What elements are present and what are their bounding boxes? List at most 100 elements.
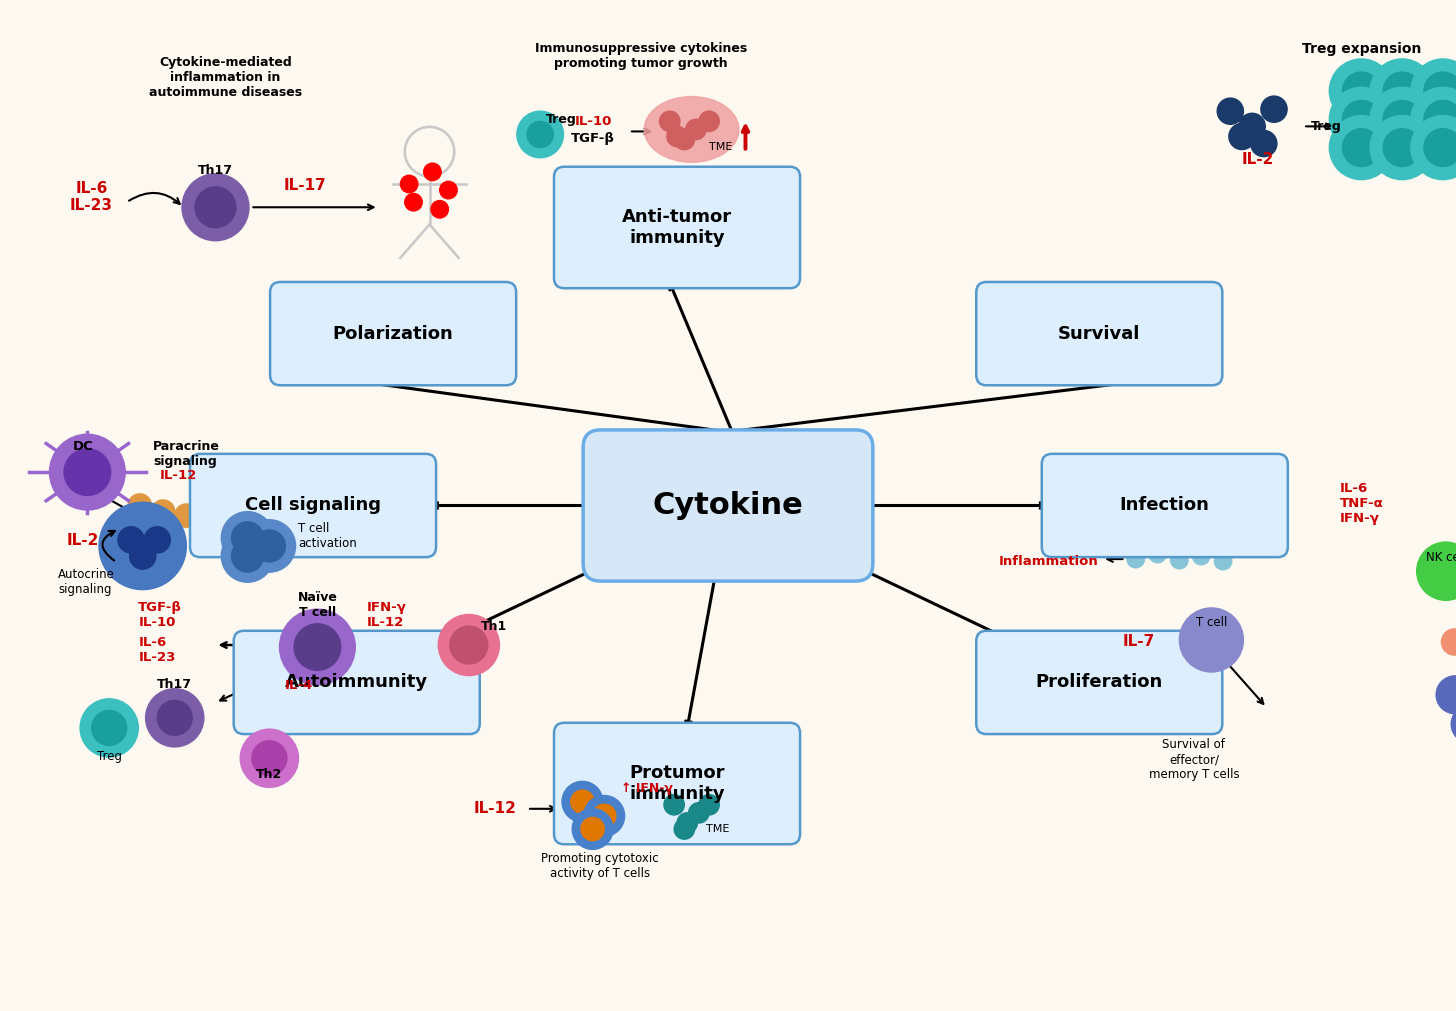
Circle shape xyxy=(1370,59,1434,123)
Text: IL-7: IL-7 xyxy=(1123,635,1155,649)
Circle shape xyxy=(232,522,264,554)
Circle shape xyxy=(50,435,125,510)
Text: Promoting cytotoxic
activity of T cells: Promoting cytotoxic activity of T cells xyxy=(542,852,658,881)
FancyBboxPatch shape xyxy=(233,631,480,734)
Circle shape xyxy=(92,711,127,745)
Circle shape xyxy=(664,795,684,815)
Circle shape xyxy=(677,813,697,833)
Text: Naïve
T cell: Naïve T cell xyxy=(297,590,338,619)
Circle shape xyxy=(1217,98,1243,124)
Text: Th2: Th2 xyxy=(256,768,282,782)
FancyBboxPatch shape xyxy=(584,430,874,581)
Circle shape xyxy=(1411,115,1456,180)
Circle shape xyxy=(130,543,156,569)
Circle shape xyxy=(689,803,709,823)
Text: IL-2: IL-2 xyxy=(1242,153,1274,167)
Ellipse shape xyxy=(644,97,740,162)
Text: IL-2: IL-2 xyxy=(67,534,99,548)
Circle shape xyxy=(221,512,274,564)
Circle shape xyxy=(562,782,603,822)
Circle shape xyxy=(175,503,198,528)
Circle shape xyxy=(144,527,170,553)
Circle shape xyxy=(1383,100,1421,139)
Circle shape xyxy=(517,111,563,158)
Text: IL-6
IL-23: IL-6 IL-23 xyxy=(138,636,176,664)
Circle shape xyxy=(198,507,221,531)
Text: Treg: Treg xyxy=(546,113,577,125)
Circle shape xyxy=(118,527,144,553)
Ellipse shape xyxy=(651,780,741,843)
Circle shape xyxy=(1179,608,1243,672)
FancyBboxPatch shape xyxy=(555,723,801,844)
Circle shape xyxy=(440,181,457,199)
Circle shape xyxy=(1441,629,1456,655)
Circle shape xyxy=(243,520,296,572)
Circle shape xyxy=(1239,113,1265,140)
Circle shape xyxy=(1251,130,1277,157)
Circle shape xyxy=(699,795,719,815)
Circle shape xyxy=(99,502,186,589)
Circle shape xyxy=(1329,87,1393,152)
Text: IL-12: IL-12 xyxy=(473,802,517,816)
Text: IL-12: IL-12 xyxy=(160,469,198,481)
Text: Anti-tumor
immunity: Anti-tumor immunity xyxy=(622,208,732,247)
Circle shape xyxy=(1342,100,1380,139)
FancyBboxPatch shape xyxy=(976,282,1223,385)
Circle shape xyxy=(1214,552,1232,570)
Circle shape xyxy=(400,175,418,193)
Circle shape xyxy=(195,187,236,227)
Text: ↑ IFN-γ: ↑ IFN-γ xyxy=(620,783,673,795)
Text: Autocrine
signaling: Autocrine signaling xyxy=(58,568,115,596)
Circle shape xyxy=(1411,87,1456,152)
Circle shape xyxy=(424,163,441,181)
Text: Treg expansion: Treg expansion xyxy=(1302,42,1421,57)
Text: T cell: T cell xyxy=(1195,616,1227,629)
Text: Cytokine: Cytokine xyxy=(652,491,804,520)
Circle shape xyxy=(581,817,604,841)
Circle shape xyxy=(280,610,355,684)
Circle shape xyxy=(584,796,625,836)
Circle shape xyxy=(157,701,192,735)
Text: Cytokine-mediated
inflammation in
autoimmune diseases: Cytokine-mediated inflammation in autoim… xyxy=(149,56,303,99)
Text: Polarization: Polarization xyxy=(333,325,453,343)
FancyBboxPatch shape xyxy=(271,282,517,385)
FancyBboxPatch shape xyxy=(555,167,801,288)
Circle shape xyxy=(1329,59,1393,123)
Circle shape xyxy=(182,174,249,241)
Text: Th1: Th1 xyxy=(480,621,507,633)
Circle shape xyxy=(1383,128,1421,167)
Circle shape xyxy=(1424,100,1456,139)
Circle shape xyxy=(1370,115,1434,180)
Circle shape xyxy=(438,615,499,675)
Text: IL-10: IL-10 xyxy=(575,115,613,127)
Text: Treg: Treg xyxy=(1310,120,1341,132)
Text: Cell signaling: Cell signaling xyxy=(245,496,381,515)
Circle shape xyxy=(1342,128,1380,167)
Circle shape xyxy=(1229,123,1255,150)
Circle shape xyxy=(252,741,287,775)
Circle shape xyxy=(1417,542,1456,601)
Circle shape xyxy=(128,493,151,518)
Circle shape xyxy=(1383,72,1421,110)
Circle shape xyxy=(1171,551,1188,569)
Text: Proliferation: Proliferation xyxy=(1035,673,1163,692)
Circle shape xyxy=(240,729,298,788)
Circle shape xyxy=(1411,59,1456,123)
Circle shape xyxy=(151,499,175,524)
Text: Treg: Treg xyxy=(96,750,122,763)
Text: Th17: Th17 xyxy=(157,677,192,691)
Text: Inflammation: Inflammation xyxy=(999,555,1098,567)
Circle shape xyxy=(527,121,553,148)
Text: TGF-β
IL-10: TGF-β IL-10 xyxy=(138,601,182,629)
Circle shape xyxy=(1192,547,1210,565)
Circle shape xyxy=(221,530,274,582)
Circle shape xyxy=(593,804,616,828)
Circle shape xyxy=(294,624,341,670)
Text: Protumor
immunity: Protumor immunity xyxy=(629,764,725,803)
Circle shape xyxy=(1452,705,1456,743)
Circle shape xyxy=(146,688,204,747)
Text: NK cell: NK cell xyxy=(1425,551,1456,564)
Circle shape xyxy=(1436,676,1456,714)
FancyBboxPatch shape xyxy=(189,454,437,557)
Text: IL-17: IL-17 xyxy=(284,178,326,192)
